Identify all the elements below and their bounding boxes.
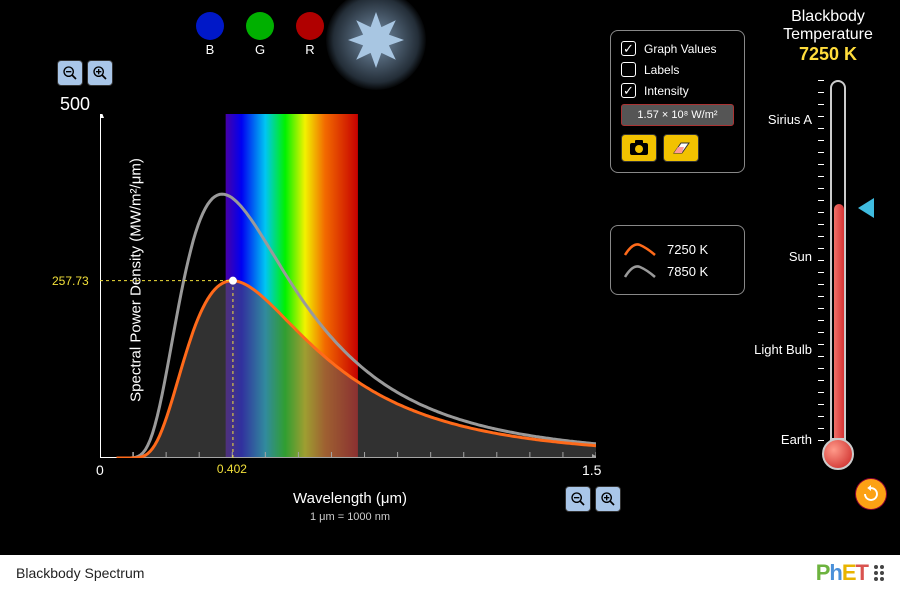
x-tick-max: 1.5: [582, 462, 601, 478]
intensity-label: Intensity: [644, 84, 689, 98]
blue-label: B: [206, 42, 215, 57]
footer-title: Blackbody Spectrum: [16, 565, 144, 581]
thermometer-marker[interactable]: [858, 198, 874, 218]
zoom-in-y-button[interactable]: [87, 60, 113, 86]
intensity-value: 1.57 × 10⁸ W/m²: [621, 104, 734, 126]
graph-values-label: Graph Values: [644, 42, 717, 56]
thermometer-bulb: [822, 438, 854, 470]
erase-button[interactable]: [663, 134, 699, 162]
footer: Blackbody Spectrum PhET: [0, 555, 900, 591]
legend-label-0: 7250 K: [667, 242, 708, 257]
zoom-out-y-button[interactable]: [57, 60, 83, 86]
x-axis-label: Wavelength (μm) 1 μm = 1000 nm: [293, 490, 407, 524]
legend-label-1: 7850 K: [667, 264, 708, 279]
thermometer-label: Sun: [732, 249, 812, 264]
legend-row-0: 7250 K: [623, 240, 732, 258]
zoom-in-x-button[interactable]: [595, 486, 621, 512]
reset-button[interactable]: [856, 479, 886, 509]
legend-panel: 7250 K 7850 K: [610, 225, 745, 295]
graph-values-checkbox[interactable]: [621, 41, 636, 56]
labels-checkbox[interactable]: [621, 62, 636, 77]
snapshot-button[interactable]: [621, 134, 657, 162]
thermometer-label: Sirius A: [732, 112, 812, 127]
star-preview: [326, 0, 426, 90]
thermometer-label: Light Bulb: [732, 342, 812, 357]
blue-circle: [196, 12, 224, 40]
x-axis-label-text: Wavelength (μm): [293, 490, 407, 507]
zoom-out-x-button[interactable]: [565, 486, 591, 512]
phet-menu-icon[interactable]: [874, 565, 884, 581]
green-label: G: [255, 42, 265, 57]
thermometer-temp: 7250 K: [768, 44, 888, 65]
intensity-checkbox[interactable]: [621, 83, 636, 98]
x-axis-sublabel: 1 μm = 1000 nm: [310, 511, 390, 523]
red-label: R: [305, 42, 314, 57]
thermometer-title-block: Blackbody Temperature 7250 K: [768, 8, 888, 65]
thermometer-ticks: [818, 80, 846, 440]
legend-row-1: 7850 K: [623, 262, 732, 280]
plot-area: [100, 114, 596, 458]
phet-logo[interactable]: PhET: [816, 560, 884, 586]
thermometer-title: Blackbody Temperature: [768, 8, 888, 44]
zoom-y-group: [57, 60, 113, 86]
red-circle: [296, 12, 324, 40]
bgr-group: B G R: [196, 12, 324, 57]
thermometer: [824, 80, 852, 470]
labels-label: Labels: [644, 63, 679, 77]
y-max-label: 500: [60, 94, 90, 115]
options-panel: Graph Values Labels Intensity 1.57 × 10⁸…: [610, 30, 745, 173]
peak-x-value: 0.402: [217, 462, 247, 476]
thermometer-label: Earth: [732, 432, 812, 447]
zoom-x-group: [565, 486, 621, 512]
peak-y-value: 257.73: [52, 274, 89, 288]
x-tick-0: 0: [96, 462, 104, 478]
green-circle: [246, 12, 274, 40]
